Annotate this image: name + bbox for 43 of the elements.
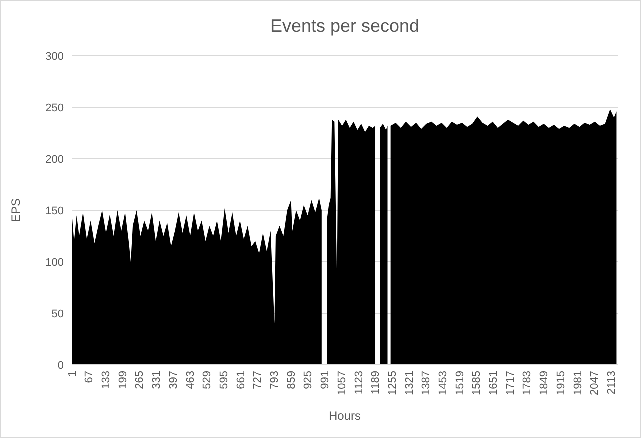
x-tick-label: 1123 — [353, 371, 366, 395]
x-tick-label: 199 — [117, 371, 130, 390]
x-tick-label: 1387 — [420, 371, 433, 396]
x-tick-label: 661 — [235, 371, 248, 390]
x-tick-label: 727 — [252, 371, 264, 390]
x-tick-label: 1783 — [522, 371, 534, 396]
y-tick-label: 0 — [58, 360, 64, 372]
x-tick-label: 1453 — [437, 371, 450, 396]
x-tick-label: 1255 — [386, 371, 399, 396]
x-tick-label: 1651 — [488, 371, 500, 396]
x-tick-label: 991 — [320, 371, 332, 390]
chart-title: Events per second — [270, 16, 420, 36]
y-axis-title: EPS — [9, 198, 23, 223]
y-tick-label: 100 — [46, 256, 64, 269]
x-tick-label: 2047 — [589, 371, 602, 396]
y-tick-label: 250 — [46, 102, 64, 114]
x-tick-label: 1057 — [336, 371, 348, 396]
x-tick-label: 1717 — [504, 371, 517, 396]
x-tick-label: 859 — [286, 371, 298, 390]
x-tick-label: 331 — [151, 371, 164, 390]
x-axis-title: Hours — [328, 409, 362, 423]
x-tick-label: 1519 — [454, 371, 466, 396]
x-tick-label: 1585 — [471, 371, 484, 396]
y-tick-label: 150 — [46, 205, 64, 218]
x-tick-label: 67 — [84, 371, 96, 384]
x-tick-label: 529 — [202, 371, 214, 390]
y-tick-label: 200 — [46, 154, 64, 166]
x-tick-label: 463 — [184, 371, 197, 390]
x-tick-label: 265 — [134, 371, 146, 390]
x-tick-label: 1915 — [555, 371, 568, 396]
x-tick-label: 1189 — [370, 371, 382, 395]
x-tick-label: 397 — [168, 371, 180, 390]
x-tick-label: 133 — [100, 371, 113, 390]
y-tick-label: 50 — [52, 308, 64, 320]
x-tick-label: 595 — [218, 371, 230, 390]
x-tick-label: 2113 — [606, 371, 618, 395]
x-tick-label: 1 — [66, 371, 79, 378]
x-tick-label: 793 — [269, 371, 282, 390]
x-tick-label: 925 — [302, 371, 315, 390]
x-tick-label: 1321 — [404, 371, 416, 396]
x-tick-label: 1849 — [538, 371, 551, 396]
y-tick-label: 300 — [46, 50, 64, 63]
x-tick-label: 1981 — [572, 371, 584, 396]
